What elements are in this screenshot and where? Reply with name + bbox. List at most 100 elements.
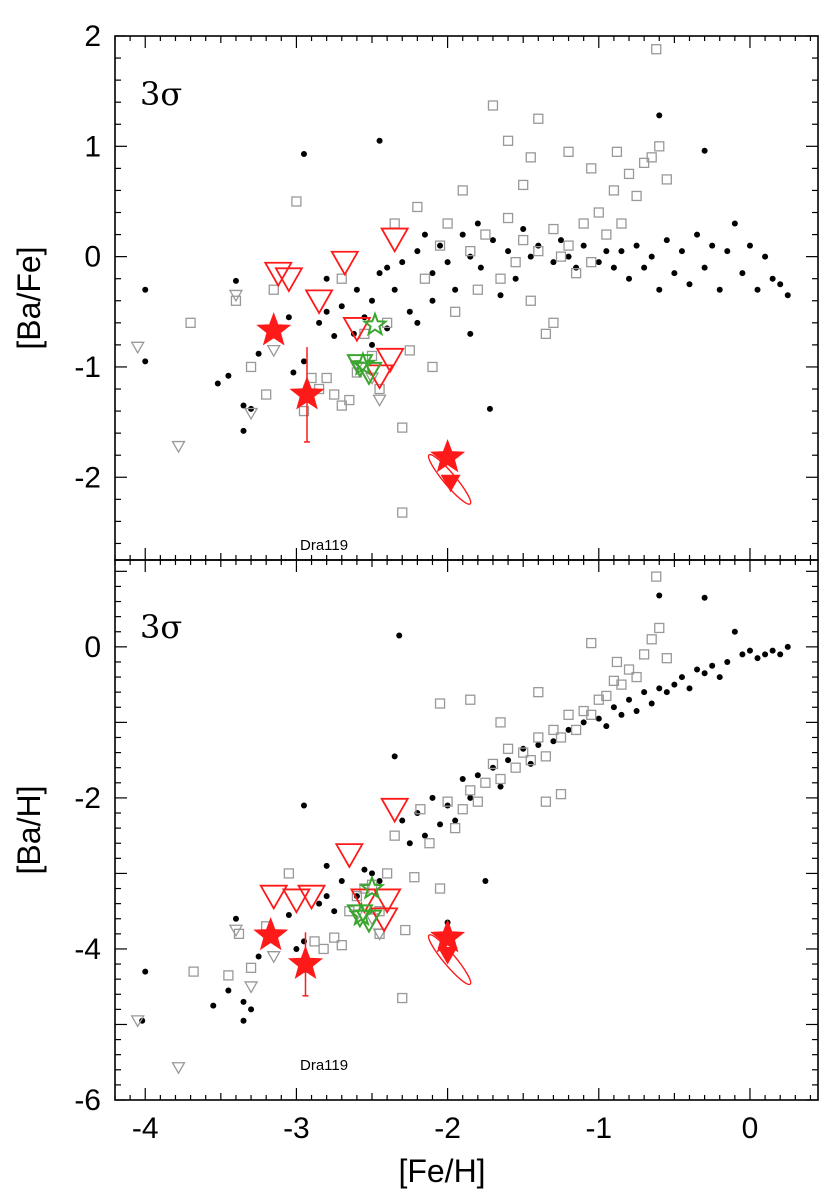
dwarf-galaxy-point <box>518 747 529 758</box>
upper-limit-point <box>228 289 244 303</box>
x-tick-label: -2 <box>434 1112 461 1145</box>
dwarf-galaxy-point <box>450 306 461 317</box>
dwarf-galaxy-point <box>611 656 623 668</box>
upper-limit-point <box>171 440 186 454</box>
dwarf-galaxy-point <box>646 152 657 163</box>
star-note-label: Dra119 <box>300 1057 348 1074</box>
halo-star-point <box>396 632 403 639</box>
halo-star-point <box>678 248 685 255</box>
dwarf-galaxy-point <box>442 796 453 807</box>
y-tick-label: -6 <box>74 1084 101 1117</box>
dwarf-galaxy-point <box>409 872 420 883</box>
dwarf-galaxy-point <box>638 157 650 169</box>
red-star-point <box>253 916 289 951</box>
dwarf-galaxy-point <box>472 284 483 295</box>
halo-star-point <box>663 237 670 244</box>
halo-star-point <box>429 794 436 801</box>
error-ellipse <box>427 453 472 505</box>
upper-limit-point <box>243 981 259 994</box>
dwarf-galaxy-point <box>563 709 574 720</box>
star-note-label: Dra119 <box>300 537 348 554</box>
dwarf-galaxy-point <box>450 822 461 834</box>
dwarf-galaxy-point <box>540 328 552 340</box>
halo-star-point <box>489 764 496 771</box>
halo-star-point <box>300 151 307 158</box>
x-tick-label: -4 <box>132 1112 159 1145</box>
dwarf-galaxy-point <box>427 361 438 373</box>
halo-star-point <box>406 308 413 315</box>
dwarf-galaxy-point <box>586 163 597 174</box>
dwarf-galaxy-point <box>185 317 196 328</box>
dwarf-galaxy-point <box>298 405 310 417</box>
halo-star-point <box>678 674 685 681</box>
halo-star-point <box>489 237 496 244</box>
dwarf-galaxy-point <box>245 361 257 373</box>
y-tick-label: -4 <box>74 933 101 966</box>
green-upper-limit-point <box>355 361 383 386</box>
halo-star-point <box>777 281 784 288</box>
halo-star-point <box>338 303 345 310</box>
halo-star-point <box>406 840 413 847</box>
halo-star-point <box>762 651 769 658</box>
halo-star-point <box>414 319 421 326</box>
dwarf-galaxy-point <box>397 992 408 1004</box>
halo-star-point <box>580 719 587 726</box>
dwarf-galaxy-point <box>502 743 514 754</box>
series-open-square <box>185 44 672 518</box>
halo-star-point <box>701 264 708 271</box>
dwarf-galaxy-point <box>611 146 623 157</box>
halo-star-point <box>467 330 474 337</box>
x-tick-label: 0 <box>742 1112 759 1145</box>
red-upper-limit-point <box>380 227 410 254</box>
error-ellipse <box>427 934 472 986</box>
dwarf-galaxy-point <box>465 245 476 257</box>
plot-frame <box>114 35 819 561</box>
halo-star-point <box>746 242 753 249</box>
series-green-star <box>348 874 386 927</box>
halo-star-point <box>255 953 262 960</box>
halo-star-point <box>391 753 398 760</box>
dwarf-galaxy-point <box>336 940 347 951</box>
green-upper-limit-point <box>346 354 374 379</box>
dwarf-galaxy-point <box>563 146 574 157</box>
halo-star-point <box>769 647 776 654</box>
series-open-triangle-down <box>130 909 387 1075</box>
halo-star-point <box>716 286 723 293</box>
upper-limit-point <box>266 951 281 964</box>
halo-star-point <box>648 253 655 260</box>
dwarf-galaxy-point <box>400 924 411 936</box>
red-upper-limit-point <box>334 843 364 869</box>
halo-star-point <box>694 231 701 238</box>
dwarf-galaxy-point <box>631 190 642 202</box>
series-red-star <box>256 312 466 473</box>
dwarf-galaxy-point <box>651 44 662 55</box>
halo-star-point <box>777 651 784 658</box>
green-star-point <box>348 901 375 927</box>
halo-star-point <box>527 760 534 767</box>
halo-star-point <box>520 226 527 233</box>
halo-star-point <box>437 242 444 249</box>
halo-star-point <box>474 220 481 227</box>
red-limit-arrow <box>437 946 458 965</box>
panel-ba-fe: -2 -1 0 1 2 [Ba/Fe] 3σ Dra119 <box>11 20 819 561</box>
halo-star-point <box>474 772 481 779</box>
dwarf-galaxy-point <box>570 724 582 736</box>
halo-star-point <box>444 259 451 266</box>
series-green-open-triangle-down <box>346 354 383 386</box>
halo-star-point <box>477 264 484 271</box>
series-red-open-triangle-down <box>263 227 410 390</box>
halo-star-point <box>142 286 149 293</box>
series-open-square <box>188 571 672 1004</box>
dwarf-galaxy-point <box>540 751 552 762</box>
halo-star-point <box>626 696 633 703</box>
dwarf-galaxy-point <box>283 868 295 879</box>
red-star-point <box>256 312 292 346</box>
red-upper-limit-point <box>380 797 410 824</box>
dwarf-galaxy-point <box>309 936 320 947</box>
dwarf-galaxy-point <box>616 218 627 229</box>
dwarf-galaxy-point <box>525 152 536 163</box>
halo-star-point <box>656 112 663 119</box>
red-star-point <box>289 376 325 410</box>
halo-star-point <box>716 674 723 681</box>
upper-limit-point <box>171 1062 186 1075</box>
